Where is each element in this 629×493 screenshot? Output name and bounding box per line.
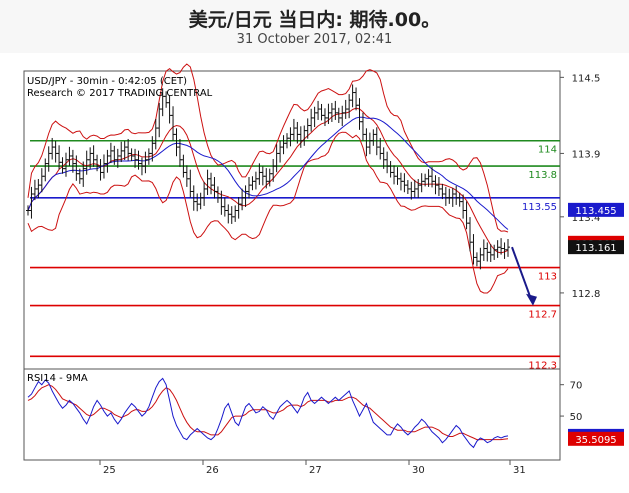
level-label-0: 114	[538, 145, 557, 156]
x-tick-label-3: 30	[412, 465, 425, 476]
price-tick-label-0: 114.5	[572, 73, 601, 84]
price-badge-label-2: 113.161	[575, 243, 616, 254]
x-tick-label-0: 25	[103, 465, 116, 476]
x-tick-label-1: 26	[206, 465, 219, 476]
price-badge-label-0: 113.455	[575, 206, 616, 217]
x-tick-label-2: 27	[309, 465, 322, 476]
price-tick-label-3: 112.8	[572, 289, 601, 300]
rsi-tick-label-1: 50	[570, 412, 583, 423]
price-badge-0	[568, 202, 624, 217]
bollinger-upper-line	[27, 63, 509, 233]
copyright-label: Research © 2017 TRADING CENTRAL	[27, 88, 213, 99]
page-title: 美元/日元 当日内: 期待.00。	[188, 9, 441, 31]
rsi-badge-label-1: 35.5095	[575, 435, 616, 446]
instrument-label: USD/JPY - 30min - 0:42:05 (CET)	[27, 76, 187, 87]
rsi-badge-1	[568, 431, 624, 446]
price-badge-2	[568, 240, 624, 255]
level-label-2: 113.55	[522, 202, 557, 213]
header-bar	[0, 0, 629, 53]
rsi-line	[27, 377, 509, 449]
x-tick-label-4: 31	[513, 465, 526, 476]
page-subtitle: 31 October 2017, 02:41	[236, 32, 393, 47]
price-panel-frame	[23, 70, 561, 370]
price-tick-label-2: 113.4	[572, 213, 601, 224]
level-label-1: 113.8	[528, 170, 557, 181]
bollinger-lower-line	[27, 131, 509, 294]
rsi-panel-frame	[23, 368, 561, 461]
price-tick-label-1: 113.9	[572, 149, 601, 160]
rsi-label: RSI14 - 9MA	[27, 373, 88, 384]
moving-average-line	[27, 116, 509, 230]
forecast-arrow-head	[526, 293, 537, 306]
rsi-tick-label-0: 70	[570, 381, 583, 392]
forecast-arrow	[511, 246, 533, 303]
level-label-5: 112.3	[528, 360, 557, 371]
level-label-3: 113	[538, 272, 557, 283]
level-label-4: 112.7	[528, 310, 557, 321]
